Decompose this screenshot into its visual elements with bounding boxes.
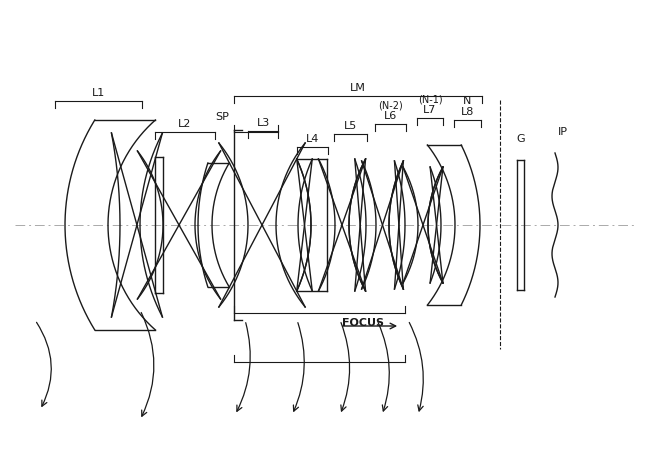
Text: (N-2): (N-2): [378, 100, 403, 110]
Text: LM: LM: [350, 83, 366, 93]
Text: N: N: [463, 96, 472, 106]
Text: L1: L1: [92, 88, 105, 98]
Text: L7: L7: [423, 105, 437, 115]
Text: SP: SP: [215, 112, 229, 122]
Text: (N-1): (N-1): [418, 94, 442, 104]
Text: L4: L4: [306, 134, 319, 144]
Text: IP: IP: [558, 127, 568, 137]
Text: G: G: [516, 134, 525, 144]
Text: L6: L6: [384, 111, 397, 121]
Text: L8: L8: [461, 107, 474, 117]
Text: FOCUS: FOCUS: [342, 318, 384, 328]
Text: L5: L5: [344, 121, 357, 131]
Text: L3: L3: [256, 118, 270, 128]
Text: L2: L2: [178, 119, 192, 129]
